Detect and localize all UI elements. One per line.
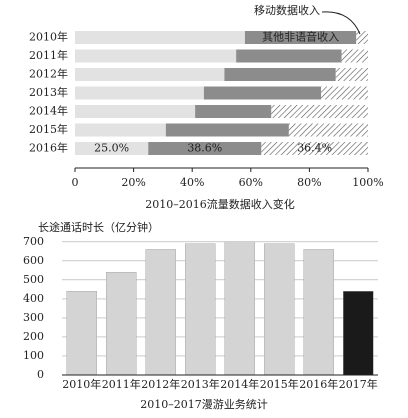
- x-tick-label: 2013年: [181, 377, 220, 391]
- x-tick-label: 2016年: [299, 377, 338, 391]
- y-tick-label: 2010年: [29, 30, 68, 44]
- y-tick-label: 2015年: [29, 122, 68, 136]
- bar: [303, 249, 334, 376]
- leader-line: [321, 11, 361, 35]
- x-tick-label: 2017年: [339, 377, 378, 391]
- x-tick-label: 80%: [297, 176, 321, 189]
- x-tick-label: 2010年: [62, 377, 101, 391]
- bar-segment: [75, 68, 225, 81]
- bar: [343, 291, 374, 376]
- y-tick-label: 100: [23, 349, 44, 362]
- y-tick-label: 2014年: [29, 104, 68, 118]
- bar: [185, 243, 216, 376]
- data-label: 36.4%: [297, 142, 332, 155]
- chart-title: 2010–2017漫游业务统计: [140, 397, 268, 411]
- bar-segment: [321, 86, 368, 100]
- bar-segment: [195, 105, 272, 118]
- bar-segment: [203, 86, 322, 100]
- bar-segment: [75, 105, 196, 118]
- y-tick-label: 2016年: [29, 141, 68, 155]
- bar-segment: [271, 105, 368, 118]
- bar-segment: [75, 31, 245, 44]
- bar-segment: [341, 49, 368, 63]
- y-tick-label: 2011年: [29, 48, 68, 62]
- chart-title: 2010–2016流量数据收入变化: [145, 197, 295, 211]
- bar-segment: [75, 86, 204, 100]
- bar: [66, 291, 97, 376]
- bar-segment: [148, 142, 262, 155]
- x-tick-label: 2011年: [102, 377, 141, 391]
- legend-label: 移动数据收入: [254, 3, 320, 17]
- x-tick-label: 40%: [180, 176, 204, 189]
- bar-segment: [261, 142, 368, 155]
- y-tick-label: 2012年: [29, 67, 68, 81]
- y-tick-label: 700: [23, 235, 44, 248]
- bar-segment: [75, 142, 149, 155]
- x-tick-label: 60%: [239, 176, 263, 189]
- x-tick-label: 2015年: [260, 377, 299, 391]
- bar-segment: [244, 31, 357, 44]
- bar-segment: [335, 68, 368, 81]
- bar: [224, 241, 255, 376]
- x-tick-label: 2012年: [141, 377, 180, 391]
- bar-segment: [75, 123, 166, 137]
- x-tick-label: 0: [72, 176, 79, 189]
- data-label: 38.6%: [187, 142, 222, 155]
- y-tick-label: 600: [23, 254, 44, 267]
- bar: [264, 243, 295, 376]
- legend-label: 其他非语音收入: [262, 30, 339, 44]
- y-tick-label: 400: [23, 292, 44, 305]
- bar-segment: [75, 49, 237, 63]
- data-label: 25.0%: [94, 142, 129, 155]
- bar-segment: [165, 123, 289, 137]
- bar: [145, 249, 176, 376]
- y-tick-label: 2013年: [29, 85, 68, 99]
- y-tick-label: 300: [23, 311, 44, 324]
- x-tick-label: 2014年: [220, 377, 259, 391]
- x-tick-label: 100%: [352, 176, 383, 189]
- bar-segment: [236, 49, 342, 63]
- bar-segment: [224, 68, 336, 81]
- y-axis-label: 长途通话时长（亿分钟）: [38, 220, 159, 234]
- y-tick-label: 500: [23, 273, 44, 286]
- bar-segment: [356, 31, 368, 44]
- y-tick-label: 0: [37, 368, 44, 381]
- bar: [106, 272, 137, 376]
- y-tick-label: 200: [23, 330, 44, 343]
- x-tick-label: 20%: [121, 176, 145, 189]
- bar-segment: [288, 123, 368, 137]
